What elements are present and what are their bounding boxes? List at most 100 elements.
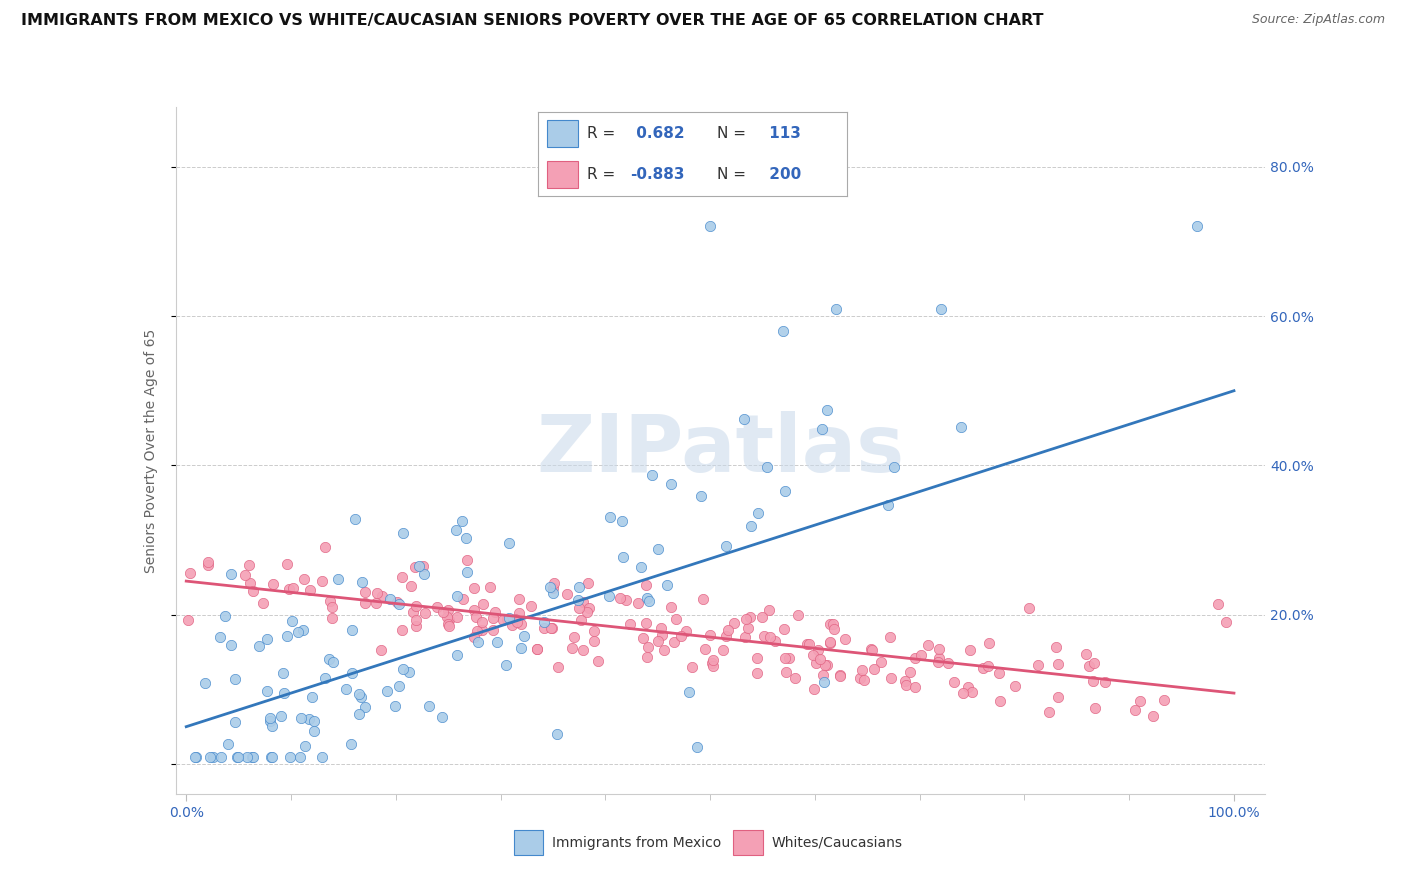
Point [758,603,780,617]
Point [354,700,377,714]
Point [340,665,363,680]
Point [636,577,658,591]
Point [609,591,631,605]
Point [561,641,583,656]
Point [437,602,460,616]
Point [262,577,284,591]
Point [818,636,841,650]
Point [391,624,413,638]
Point [276,629,298,643]
Point [404,560,426,574]
FancyBboxPatch shape [733,830,762,855]
Point [260,749,283,764]
Point [977,636,1000,650]
Point [501,618,523,632]
Point [236,749,259,764]
Point [262,719,284,733]
Point [571,595,593,609]
Point [235,568,257,582]
Point [1084,701,1107,715]
Point [463,630,485,644]
Point [314,671,336,685]
Point [803,681,825,696]
Point [783,671,806,685]
Point [740,610,762,624]
Point [541,581,564,595]
Point [519,599,541,613]
Point [960,684,983,698]
Point [319,593,342,607]
Point [1123,702,1146,716]
Point [759,630,782,644]
Point [495,612,517,626]
Point [1083,656,1105,670]
Point [627,596,650,610]
Point [513,628,536,642]
Point [242,749,264,764]
Point [471,623,494,637]
Point [702,653,724,667]
Point [242,583,264,598]
Point [271,665,294,680]
Point [659,600,682,615]
Point [686,739,709,754]
Point [641,468,664,483]
Point [936,656,959,670]
Point [860,643,883,657]
Point [391,570,413,584]
Point [714,539,737,553]
Point [898,665,921,680]
FancyBboxPatch shape [513,830,543,855]
Point [378,591,401,606]
Point [754,629,776,643]
Point [1142,709,1164,723]
Text: 0.682: 0.682 [630,126,685,141]
Point [413,606,436,620]
Point [276,557,298,571]
Point [695,641,717,656]
Y-axis label: Seniors Poverty Over the Age of 65: Seniors Poverty Over the Age of 65 [143,328,157,573]
Point [217,737,239,751]
Point [651,628,673,642]
Point [479,580,502,594]
Point [824,301,846,316]
Point [398,665,420,679]
Point [302,714,325,728]
Point [562,630,585,644]
Point [834,632,856,647]
Point [1046,690,1069,705]
Text: 113: 113 [763,126,800,141]
Point [541,621,564,635]
Point [498,536,520,550]
Point [1045,640,1067,654]
Point [1004,679,1026,693]
Point [510,617,533,632]
Point [352,575,374,590]
Point [807,643,830,657]
Point [711,643,734,657]
Point [350,690,373,705]
Point [238,558,260,573]
Point [669,629,692,643]
Point [1038,705,1060,719]
Point [702,659,724,673]
Point [484,605,506,619]
Point [655,577,678,591]
Point [1047,657,1070,671]
Point [879,671,901,685]
Point [408,558,430,573]
Point [335,682,357,697]
Point [619,617,641,632]
Point [388,679,411,693]
Point [778,650,800,665]
Point [371,589,394,603]
Point [413,567,436,582]
Point [278,749,301,764]
Point [226,749,249,764]
Point [633,632,655,646]
Point [498,610,520,624]
Point [318,652,340,666]
Point [388,597,411,611]
Point [952,686,974,700]
Point [733,411,755,425]
